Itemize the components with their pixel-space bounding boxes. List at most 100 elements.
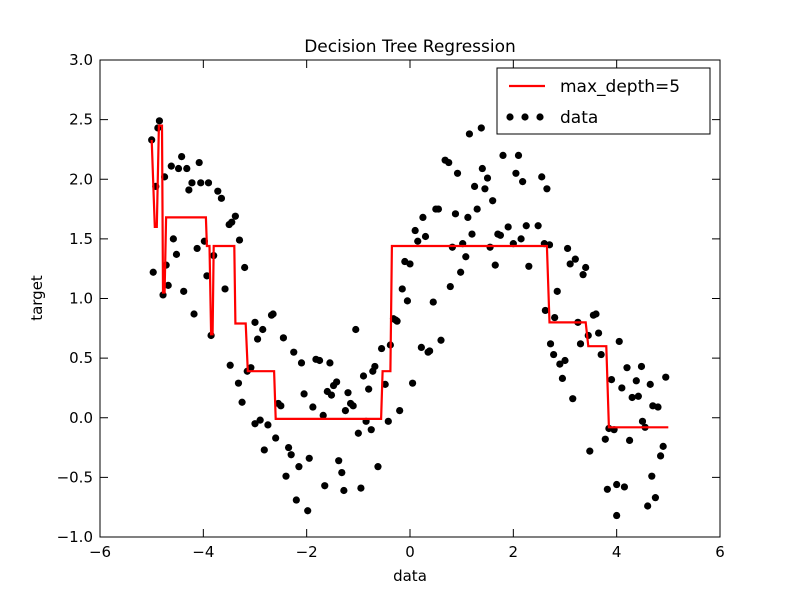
- data-point: [251, 318, 259, 326]
- data-point: [462, 253, 470, 261]
- y-tick-label: 3.0: [69, 51, 93, 69]
- data-point: [290, 348, 298, 356]
- data-point: [656, 452, 665, 460]
- data-point: [620, 483, 629, 491]
- data-point: [235, 236, 244, 244]
- data-point: [349, 402, 357, 410]
- data-point: [354, 429, 362, 437]
- data-point: [309, 403, 317, 411]
- data-point: [625, 436, 634, 445]
- legend-label-points: data: [560, 108, 598, 128]
- data-point: [193, 244, 201, 253]
- data-point: [615, 337, 623, 346]
- data-point: [654, 403, 662, 411]
- data-point: [597, 350, 605, 359]
- data-point: [576, 340, 585, 348]
- data-point: [297, 359, 306, 367]
- data-point: [512, 169, 520, 177]
- data-point: [352, 325, 360, 334]
- data-point: [592, 310, 600, 318]
- y-tick-label: 2.5: [69, 111, 93, 129]
- data-point: [180, 287, 188, 295]
- data-point: [569, 395, 577, 403]
- data-point: [287, 451, 295, 459]
- data-point: [300, 390, 308, 398]
- legend-point-swatch: [521, 113, 529, 121]
- data-point: [566, 260, 574, 268]
- data-point: [359, 372, 368, 380]
- data-point: [571, 255, 579, 263]
- data-point: [579, 271, 587, 279]
- data-point: [623, 364, 631, 372]
- data-point: [457, 268, 465, 276]
- data-point: [282, 472, 290, 480]
- data-point: [646, 380, 654, 388]
- data-point: [491, 261, 499, 269]
- data-point: [148, 136, 156, 144]
- x-tick-label: 0: [405, 543, 415, 561]
- data-point: [558, 374, 567, 382]
- data-point: [260, 446, 268, 454]
- data-point: [393, 317, 401, 325]
- data-point: [517, 235, 525, 243]
- data-point: [638, 417, 647, 425]
- data-point: [327, 391, 336, 399]
- data-point: [519, 178, 527, 186]
- data-point: [453, 169, 462, 177]
- data-point: [333, 378, 341, 386]
- data-point: [195, 158, 203, 167]
- data-point: [607, 375, 616, 384]
- data-point: [169, 235, 177, 243]
- chart-title: Decision Tree Regression: [304, 37, 516, 57]
- data-point: [553, 287, 561, 295]
- data-point: [426, 347, 434, 355]
- y-tick-label: 2.0: [69, 170, 93, 188]
- data-point: [221, 285, 229, 293]
- data-point: [251, 420, 259, 428]
- data-point: [470, 182, 479, 191]
- data-point: [662, 373, 670, 381]
- data-point: [651, 494, 660, 502]
- data-point: [398, 285, 406, 293]
- data-point: [164, 281, 172, 289]
- data-point: [396, 406, 404, 415]
- data-point: [486, 243, 494, 251]
- data-point: [188, 179, 196, 187]
- data-point: [543, 185, 551, 193]
- data-point: [374, 463, 382, 471]
- data-point: [483, 174, 492, 182]
- data-point: [174, 164, 183, 173]
- data-point: [167, 162, 175, 170]
- data-point: [546, 340, 555, 348]
- y-tick-label: 1.5: [69, 230, 93, 248]
- data-point: [411, 226, 419, 235]
- data-point: [197, 179, 205, 187]
- data-point: [525, 262, 533, 270]
- data-point: [421, 232, 430, 241]
- data-point: [632, 377, 640, 385]
- data-point: [284, 443, 293, 452]
- data-point: [477, 124, 485, 132]
- data-point: [534, 222, 542, 230]
- data-point: [429, 298, 437, 306]
- data-point: [550, 350, 558, 359]
- data-point: [340, 486, 348, 495]
- data-point: [408, 379, 417, 387]
- data-point: [172, 250, 181, 258]
- data-point: [634, 392, 642, 400]
- data-point: [256, 416, 264, 424]
- legend-point-swatch: [506, 113, 514, 121]
- data-point: [445, 158, 453, 167]
- data-point: [381, 380, 389, 388]
- data-point: [295, 463, 303, 471]
- data-point: [367, 426, 375, 434]
- data-point: [326, 359, 334, 367]
- data-point: [417, 343, 425, 351]
- y-tick-label: 0.5: [69, 349, 93, 367]
- data-point: [321, 482, 329, 490]
- y-axis-label: target: [28, 275, 46, 321]
- legend-label-line: max_depth=5: [560, 77, 680, 97]
- x-tick-label: 2: [509, 543, 519, 561]
- data-point: [434, 205, 443, 213]
